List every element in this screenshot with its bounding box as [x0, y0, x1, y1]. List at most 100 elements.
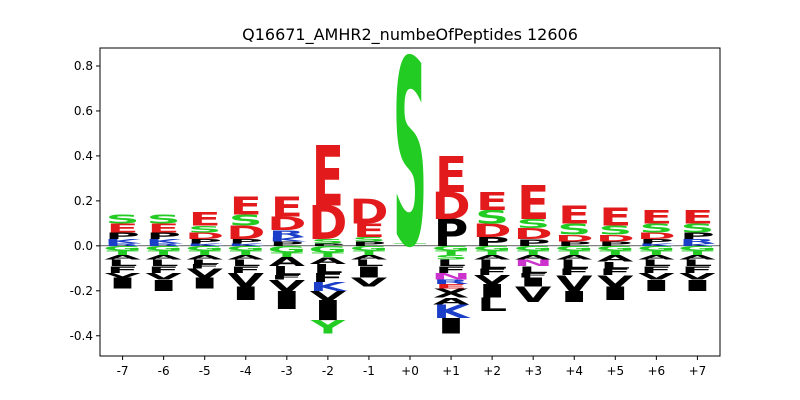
logo-letter-A: A: [351, 254, 388, 261]
logo-letter-K: K: [269, 236, 308, 243]
logo-letter-E: E: [558, 200, 590, 229]
svg-text:T: T: [681, 249, 713, 256]
svg-text:L: L: [190, 258, 220, 265]
svg-text:T: T: [230, 249, 262, 256]
svg-text:A: A: [556, 254, 593, 261]
logo-letter-L: L: [559, 257, 589, 271]
svg-text:K: K: [679, 243, 717, 247]
logo-letter-P: P: [228, 238, 263, 245]
svg-text:V: V: [679, 271, 716, 282]
svg-text:K: K: [145, 238, 184, 245]
logo-letter-A: A: [269, 255, 306, 269]
logo-letter-E: E: [230, 191, 262, 220]
svg-text:E: E: [435, 147, 467, 204]
svg-text:G: G: [514, 245, 553, 252]
svg-text:P: P: [434, 212, 469, 255]
svg-text:D: D: [555, 233, 594, 244]
logo-letter-G: G: [432, 245, 471, 252]
svg-text:G: G: [555, 245, 594, 252]
logo-letter-V: V: [474, 273, 511, 287]
svg-text:E: E: [271, 192, 303, 224]
svg-text:P: P: [105, 231, 140, 242]
logo-letter-K: K: [104, 238, 143, 245]
svg-text:E: E: [435, 283, 467, 290]
svg-text:E: E: [148, 221, 180, 235]
logo-letter-A: A: [474, 254, 511, 261]
y-tick-label: -0.2: [70, 284, 93, 298]
logo-letter-G: G: [473, 245, 512, 252]
svg-text:D: D: [473, 220, 512, 241]
logo-letter-F: F: [271, 274, 303, 281]
logo-letter-A: A: [186, 254, 223, 261]
logo-letter-T: T: [394, 243, 426, 247]
x-tick-label: +4: [565, 364, 583, 378]
x-tick-label: +2: [483, 364, 501, 378]
svg-text:P: P: [311, 243, 346, 247]
svg-text:G: G: [473, 245, 512, 252]
svg-text:G: G: [226, 245, 265, 252]
x-tick-label: +6: [648, 364, 666, 378]
svg-text:D: D: [267, 214, 306, 235]
svg-text:E: E: [230, 191, 262, 220]
logo-letter-F: F: [681, 264, 713, 275]
svg-text:T: T: [394, 243, 426, 247]
logo-letter-K: K: [186, 243, 224, 247]
logo-letter-V: V: [638, 271, 675, 282]
svg-text:V: V: [556, 271, 593, 296]
plot-area: RKPESGTALFVIRKPESGTALFVIKPDSEGTALFVIKPDS…: [100, 7, 720, 339]
logo-letter-V: V: [186, 266, 223, 280]
logo-letter-S: S: [147, 212, 181, 226]
logo-letter-T: T: [476, 249, 508, 256]
logo-letter-F: F: [312, 271, 344, 285]
svg-text:G: G: [267, 244, 306, 255]
logo-letter-X: X: [433, 286, 469, 300]
svg-text:T: T: [640, 249, 672, 256]
logo-letter-T: T: [435, 249, 467, 256]
x-tick-label: +3: [524, 364, 542, 378]
svg-text:S: S: [434, 254, 468, 261]
svg-text:I: I: [434, 314, 469, 339]
logo-letter-K: K: [679, 243, 717, 247]
logo-letter-E: E: [476, 187, 508, 216]
svg-text:V: V: [104, 272, 141, 279]
svg-text:G: G: [185, 245, 224, 252]
logo-letter-V: V: [351, 275, 388, 289]
svg-text:D: D: [226, 223, 265, 244]
svg-text:K: K: [638, 243, 676, 247]
logo-letter-V: V: [269, 277, 306, 295]
svg-text:G: G: [144, 245, 183, 252]
logo-letter-S: S: [311, 238, 345, 245]
svg-text:T: T: [558, 249, 590, 256]
y-tick-label: 0.6: [74, 104, 93, 118]
svg-text:E: E: [106, 221, 138, 235]
logo-letter-D: D: [185, 231, 224, 242]
svg-text:F: F: [271, 274, 303, 281]
logo-letter-G: G: [309, 244, 348, 255]
logo-letter-S: S: [106, 212, 140, 226]
logo-letter-K: K: [227, 243, 265, 247]
logo-letter-V: V: [145, 271, 182, 282]
svg-text:A: A: [474, 254, 511, 261]
svg-text:S: S: [106, 212, 140, 226]
svg-text:N: N: [513, 258, 552, 269]
logo-letter-G: G: [267, 244, 306, 255]
logo-letter-T: T: [107, 249, 139, 256]
x-tick-label: -5: [199, 364, 211, 378]
svg-text:V: V: [228, 270, 265, 291]
svg-text:P: P: [639, 238, 674, 245]
logo-letter-G: G: [144, 245, 183, 252]
logo-letter-S: S: [393, 7, 427, 305]
logo-letter-S: S: [680, 221, 714, 235]
svg-text:S: S: [188, 224, 222, 235]
svg-text:I: I: [105, 274, 140, 292]
logo-letter-T: T: [271, 251, 303, 258]
x-tick-label: +5: [606, 364, 624, 378]
logo-letter-S: S: [557, 221, 591, 239]
logo-letter-R: R: [104, 243, 141, 247]
x-tick-label: -3: [281, 364, 293, 378]
logo-letter-S: S: [475, 207, 509, 228]
svg-text:T: T: [517, 249, 549, 256]
svg-text:G: G: [678, 245, 717, 252]
logo-letter-L: L: [313, 262, 343, 276]
logo-letter-D: D: [226, 223, 265, 244]
